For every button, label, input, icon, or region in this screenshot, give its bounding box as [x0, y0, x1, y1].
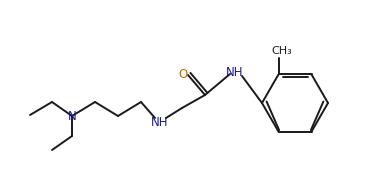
Text: NH: NH — [151, 116, 169, 129]
Text: O: O — [178, 68, 188, 81]
Text: CH₃: CH₃ — [271, 46, 292, 56]
Text: NH: NH — [226, 65, 244, 78]
Text: N: N — [68, 110, 76, 123]
